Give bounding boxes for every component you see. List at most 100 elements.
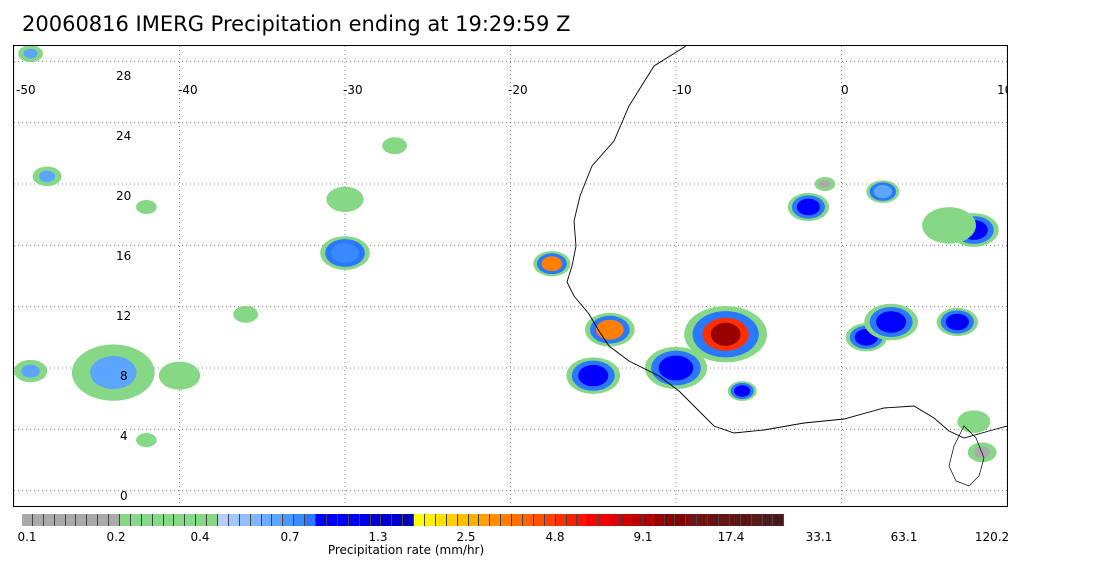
colorbar-swatch — [326, 514, 338, 526]
colorbar-label: 17.4 — [717, 530, 745, 544]
lat-tick-label: 24 — [116, 129, 132, 143]
precip-cell — [967, 442, 997, 463]
colorbar — [22, 514, 785, 526]
colorbar-swatch — [522, 514, 534, 526]
precip-core — [819, 179, 831, 189]
colorbar-swatch — [686, 514, 698, 526]
colorbar-swatch — [424, 514, 436, 526]
precip-core — [167, 367, 192, 384]
colorbar-swatch — [305, 514, 317, 526]
colorbar-swatch — [283, 514, 295, 526]
precip-core — [945, 313, 969, 331]
colorbar-swatch — [566, 514, 578, 526]
precip-cell — [533, 251, 571, 277]
lon-tick-label: -10 — [672, 83, 692, 97]
colorbar-swatch — [370, 514, 382, 526]
colorbar-swatch — [348, 514, 360, 526]
precip-core — [595, 319, 624, 340]
colorbar-swatch — [98, 514, 110, 526]
colorbar-swatch — [697, 514, 709, 526]
colorbar-swatch — [719, 514, 730, 526]
colorbar-swatch — [631, 514, 643, 526]
colorbar-title: Precipitation rate (mm/hr) — [327, 543, 485, 557]
precip-core — [873, 185, 893, 199]
precip-cell — [158, 361, 201, 390]
colorbar-label: 2.5 — [456, 530, 476, 544]
west-africa-coastline — [566, 46, 1007, 439]
colorbar-swatch — [544, 514, 556, 526]
precip-cell — [787, 192, 830, 222]
colorbar-swatch — [588, 514, 600, 526]
lat-tick-label: 28 — [116, 69, 132, 83]
colorbar-swatch — [392, 514, 404, 526]
precip-core — [238, 309, 253, 320]
colorbar-label: 0.2 — [106, 530, 126, 544]
precip-core — [796, 198, 820, 216]
colorbar-label: 33.1 — [805, 530, 833, 544]
lat-tick-label: 12 — [116, 309, 132, 323]
precip-core — [21, 364, 40, 378]
colorbar-swatch — [446, 514, 458, 526]
precip-cell — [382, 137, 408, 155]
precip-cell — [814, 176, 836, 192]
colorbar-swatch — [457, 514, 469, 526]
colorbar-label: 0.7 — [280, 530, 300, 544]
precip-core — [658, 355, 694, 381]
precipitation-layer — [14, 46, 999, 463]
colorbar-swatch — [512, 514, 523, 526]
precip-core — [964, 415, 984, 429]
precip-cell — [727, 381, 757, 401]
precip-core — [541, 256, 563, 272]
precip-cell — [922, 207, 976, 244]
colorbar-swatch — [577, 514, 589, 526]
precip-core — [140, 435, 153, 445]
precip-peak — [710, 322, 741, 346]
colorbar-swatch — [163, 514, 175, 526]
lat-tick-label: 4 — [120, 429, 128, 443]
precip-cell — [566, 357, 621, 394]
lon-tick-label: -50 — [16, 83, 36, 97]
colorbar-swatch — [435, 514, 447, 526]
lon-tick-label: 0 — [841, 83, 849, 97]
colorbar-swatch — [337, 514, 349, 526]
lat-tick-label: 8 — [120, 369, 128, 383]
colorbar-swatch — [610, 514, 621, 526]
colorbar-swatch — [664, 514, 676, 526]
precip-cell — [584, 312, 635, 347]
colorbar-swatch — [653, 514, 665, 526]
lat-tick-label: 0 — [120, 489, 128, 503]
colorbar-swatch — [762, 514, 774, 526]
precip-core — [974, 446, 991, 459]
precip-cell — [320, 236, 370, 270]
colorbar-swatch — [468, 514, 480, 526]
colorbar-swatch — [555, 514, 567, 526]
colorbar-swatch — [174, 514, 186, 526]
colorbar-swatch — [120, 514, 131, 526]
graticule — [14, 46, 1007, 506]
map-title: 20060816 IMERG Precipitation ending at 1… — [22, 12, 571, 36]
colorbar-swatch — [87, 514, 99, 526]
lake-chad-outline — [948, 425, 985, 487]
colorbar-swatch — [54, 514, 66, 526]
precipitation-map: -50 -40 -30 -20 -10 0 10 0 4 8 12 16 20 … — [13, 45, 1008, 507]
precip-core — [734, 385, 751, 397]
colorbar-swatch — [218, 514, 229, 526]
colorbar-swatch — [32, 514, 44, 526]
precip-cell — [326, 186, 364, 212]
precip-cell — [18, 46, 43, 63]
precip-cell — [936, 307, 979, 337]
colorbar-label: 120.2 — [974, 530, 1010, 544]
precip-core — [38, 170, 56, 183]
map-canvas — [14, 46, 1007, 506]
colorbar-swatch — [43, 514, 55, 526]
colorbar-swatch — [152, 514, 164, 526]
precip-core — [23, 48, 38, 59]
colorbar-swatch — [740, 514, 752, 526]
colorbar-swatch — [250, 514, 262, 526]
precip-cell — [644, 346, 708, 390]
precip-core — [876, 311, 907, 333]
colorbar-swatch — [490, 514, 502, 526]
precip-core — [331, 243, 359, 263]
coastline — [566, 46, 1007, 487]
lat-tick-label: 20 — [116, 189, 132, 203]
